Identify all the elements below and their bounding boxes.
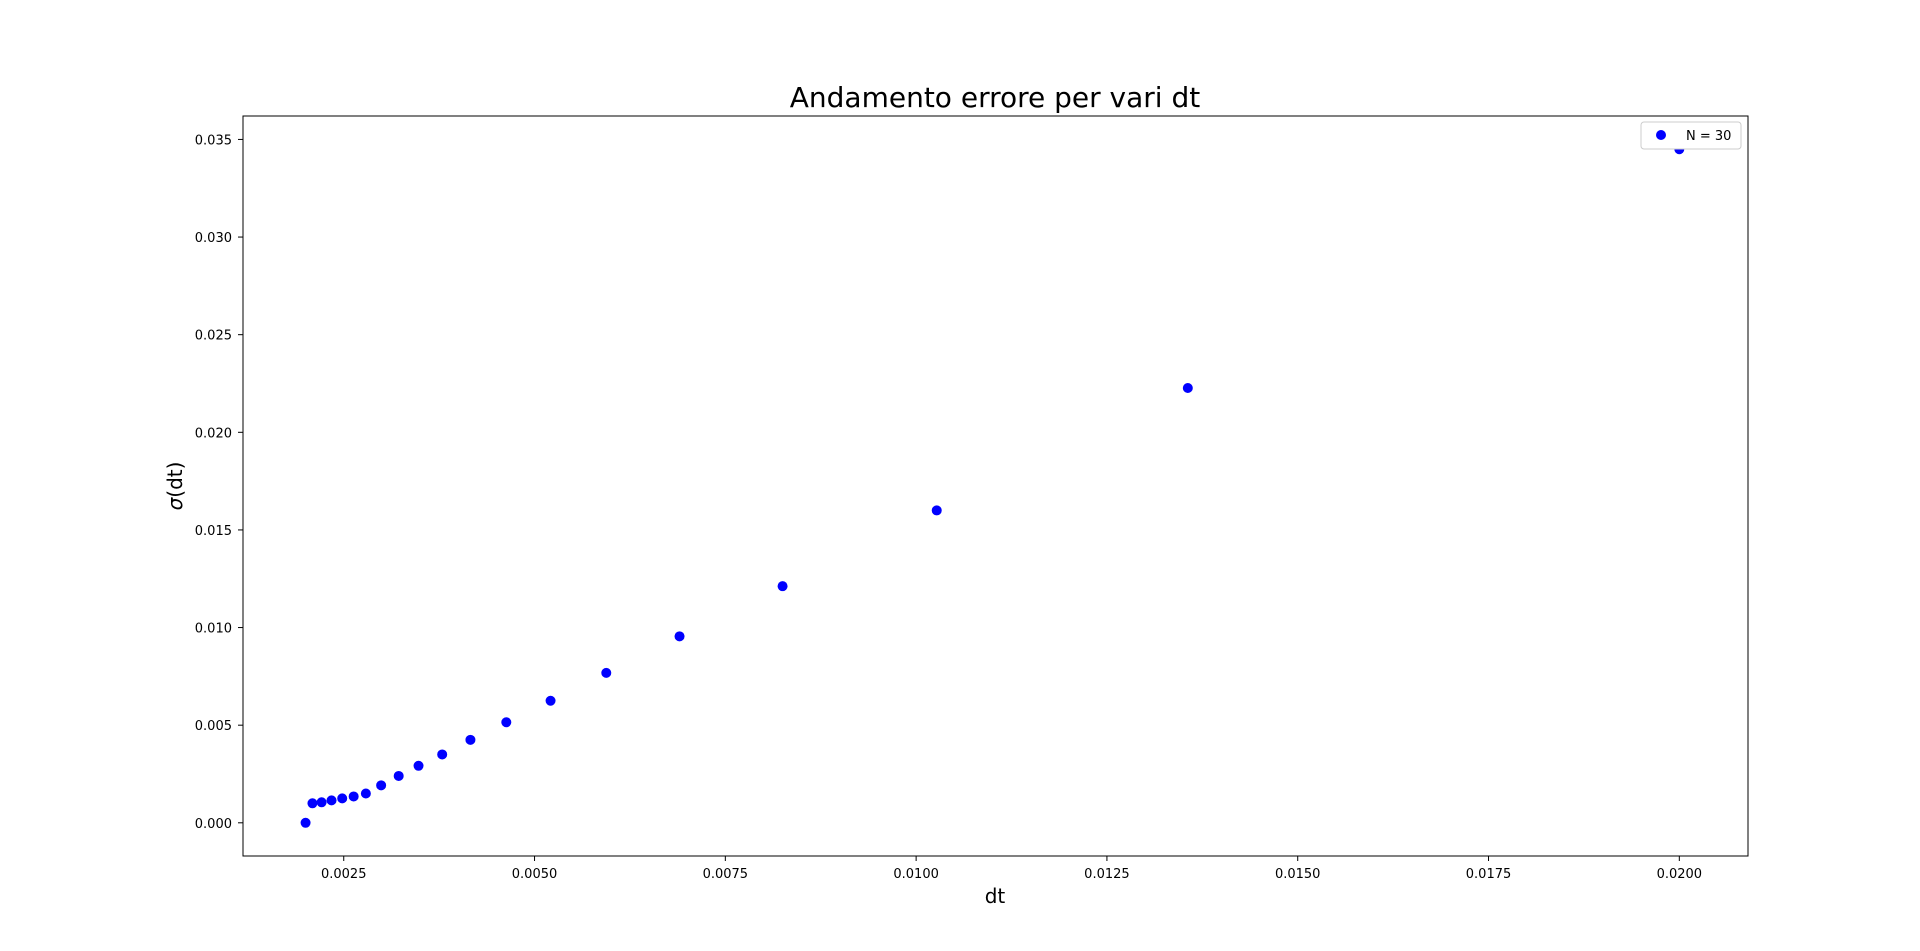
data-point xyxy=(307,798,318,809)
data-point xyxy=(674,631,685,642)
data-point xyxy=(413,760,424,771)
data-point xyxy=(326,795,337,806)
y-tick-label: 0.005 xyxy=(195,719,232,734)
y-tick-label: 0.015 xyxy=(195,524,232,539)
data-point xyxy=(348,791,359,802)
y-axis: 0.000 0.005 0.010 0.015 0.020 0.025 0.030 0.035 xyxy=(195,133,243,832)
x-axis: 0.0025 0.0050 0.0075 0.0100 0.0125 0.0150 0.01… xyxy=(321,856,1702,882)
legend-label: N = 30 xyxy=(1686,129,1731,144)
data-point xyxy=(1182,382,1193,393)
y-tick-label: 0.010 xyxy=(195,622,232,637)
data-point xyxy=(501,717,512,728)
x-tick-label: 0.0100 xyxy=(893,867,939,882)
y-tick-label: 0.000 xyxy=(195,817,232,832)
data-point xyxy=(545,695,556,706)
data-point xyxy=(601,667,612,678)
data-point xyxy=(337,793,348,804)
data-point xyxy=(393,770,404,781)
data-point xyxy=(777,581,788,592)
legend: N = 30 xyxy=(1640,121,1742,150)
legend-box xyxy=(1640,121,1742,150)
x-tick-label: 0.0025 xyxy=(321,867,367,882)
data-point xyxy=(931,505,942,516)
x-tick-label: 0.0200 xyxy=(1657,867,1703,882)
data-point xyxy=(465,734,476,745)
x-tick-label: 0.0125 xyxy=(1084,867,1130,882)
data-point xyxy=(316,797,327,808)
data-points xyxy=(300,144,1685,828)
y-tick-label: 0.035 xyxy=(195,133,232,148)
data-point xyxy=(376,780,387,791)
data-point xyxy=(360,788,371,799)
data-point xyxy=(437,749,448,760)
y-tick-label: 0.025 xyxy=(195,329,232,344)
plot-area xyxy=(242,115,1749,857)
x-axis-label: dt xyxy=(985,884,1006,908)
x-tick-label: 0.0075 xyxy=(703,867,749,882)
y-axis-label-text: (dt) xyxy=(163,462,187,498)
y-tick-label: 0.020 xyxy=(195,426,232,441)
chart-title: Andamento errore per vari dt xyxy=(790,81,1200,114)
y-tick-label: 0.030 xyxy=(195,231,232,246)
y-axis-label-symbol: σ xyxy=(163,496,187,510)
x-tick-label: 0.0175 xyxy=(1466,867,1512,882)
legend-marker xyxy=(1656,130,1666,140)
data-point xyxy=(300,817,311,828)
x-tick-label: 0.0050 xyxy=(512,867,558,882)
y-axis-label: σ(dt) xyxy=(163,462,187,511)
x-tick-label: 0.0150 xyxy=(1275,867,1321,882)
